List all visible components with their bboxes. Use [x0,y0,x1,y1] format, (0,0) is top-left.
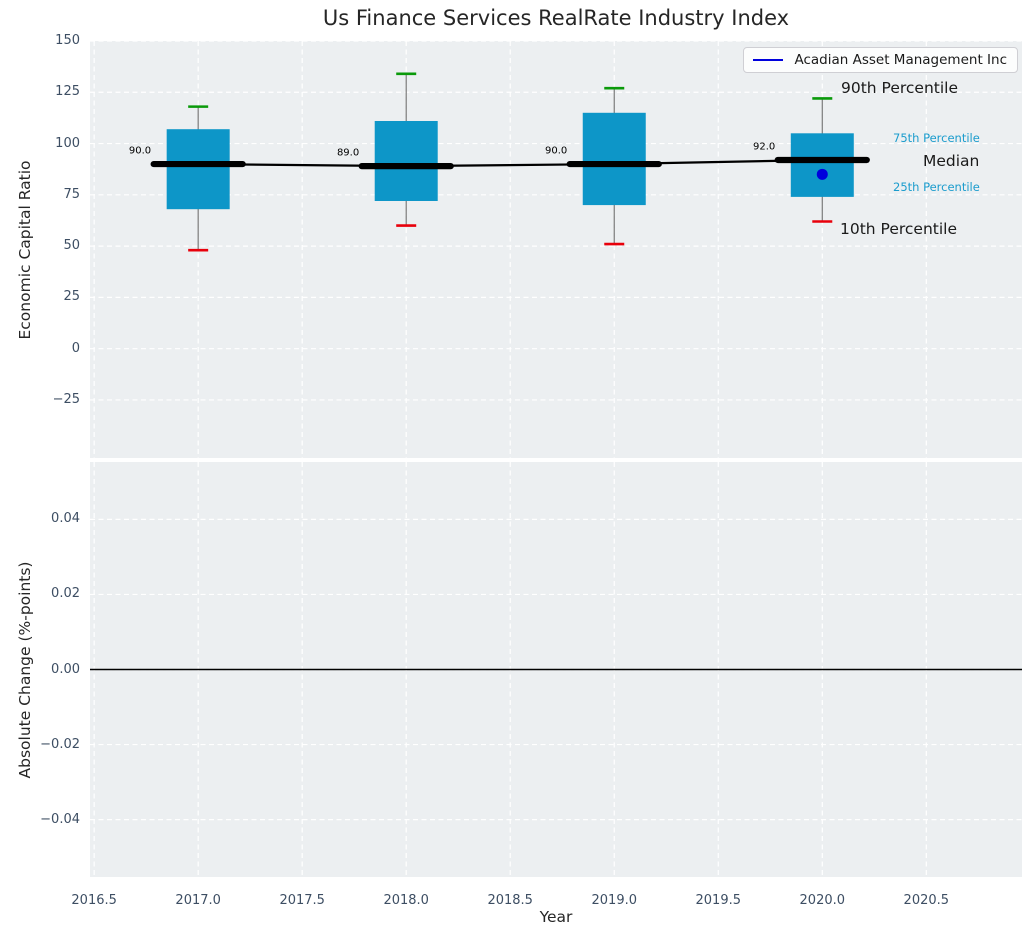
y-tick-label-top: 125 [55,84,80,100]
annotation-median: Median [923,152,980,170]
x-tick-label: 2016.5 [71,893,117,908]
median-value-label: 89.0 [337,148,359,159]
y-tick-label-top: −25 [52,391,80,407]
y-tick-label-bottom: 0.04 [51,511,80,527]
y-tick-label-top: 50 [63,238,80,254]
annotation-10th-percentile: 10th Percentile [840,220,958,238]
legend-line-swatch [753,59,784,61]
y-tick-label-top: 100 [55,135,80,151]
median-value-label: 92.0 [753,141,775,152]
annotation-75th-percentile: 75th Percentile [893,131,980,145]
iqr-box [790,133,854,197]
x-tick-label: 2017.5 [279,893,325,908]
iqr-box [582,112,646,206]
y-tick-label-bottom: 0.00 [51,661,80,677]
x-tick-label: 2019.5 [695,893,742,908]
annotation-90th-percentile: 90th Percentile [841,79,959,97]
x-tick-label: 2018.5 [487,893,533,908]
y-tick-label-top: 75 [63,186,80,202]
annotation-25th-percentile: 25th Percentile [893,180,980,194]
legend: Acadian Asset Management Inc [743,47,1018,73]
median-value-label: 90.0 [545,146,567,157]
median-trend-line [198,158,823,168]
x-tick-label: 2019.0 [591,893,638,908]
y-tick-label-top: 150 [55,33,80,48]
y-tick-label-bottom: −0.04 [40,811,80,827]
x-tick-label: 2020.0 [799,893,846,908]
legend-item-label: Acadian Asset Management Inc [794,52,1007,68]
x-tick-label: 2020.5 [903,893,950,908]
top-axes-panel [90,41,1022,458]
iqr-box [374,120,438,201]
x-axis-label: Year [539,908,573,926]
y-tick-label-top: 0 [71,340,80,356]
median-value-label: 90.0 [129,146,151,157]
y-tick-label-bottom: −0.02 [40,736,80,752]
company-point [816,168,828,180]
chart-title: Us Finance Services RealRate Industry In… [322,6,790,30]
y-tick-label-bottom: 0.02 [51,586,80,602]
iqr-box [166,129,230,210]
y-tick-label-top: 25 [63,289,80,305]
x-tick-label: 2018.0 [383,893,429,908]
x-tick-label: 2017.0 [175,893,221,908]
